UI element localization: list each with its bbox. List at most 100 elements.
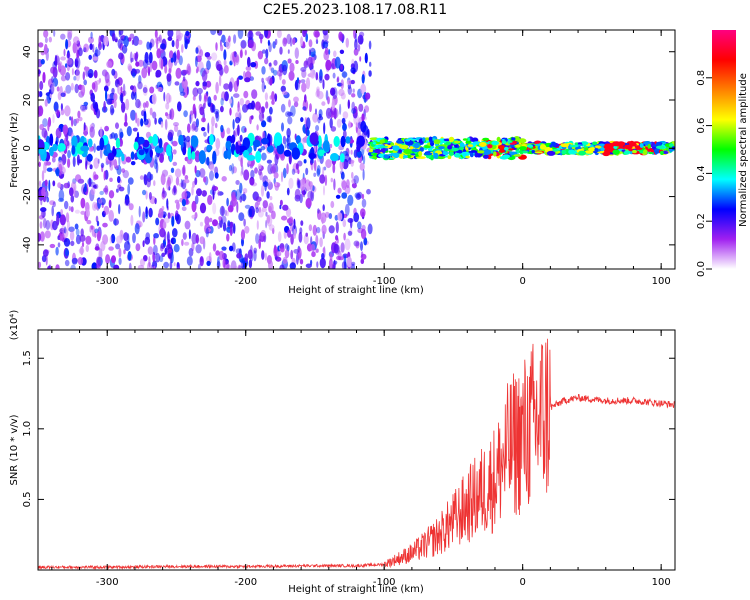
spectrogram-cell [151, 60, 158, 71]
spectrogram-cell [99, 190, 104, 196]
spectrogram-cell [60, 33, 66, 40]
spectrogram-cell [42, 71, 46, 84]
spectrogram-cell [347, 86, 352, 95]
spectrogram-cell [340, 135, 346, 148]
spectrogram-cell [48, 264, 52, 269]
spectrogram-cell [165, 102, 170, 110]
spectrogram-cell [255, 31, 262, 36]
spectrogram-cell [595, 145, 601, 149]
spectrogram-cell [118, 247, 122, 258]
spectrogram-cell [181, 78, 188, 90]
spectrogram-cell [189, 110, 194, 116]
spectrogram-cell [483, 154, 489, 159]
spectrogram-cell [297, 180, 301, 189]
spectrogram-cell [49, 133, 54, 146]
spectrogram-cell [134, 91, 137, 101]
colorbar-tick-label: 0.0 [696, 261, 707, 277]
spectrogram-cell [173, 237, 177, 244]
spectrogram-cell [164, 119, 168, 131]
spectrogram-cell [232, 166, 238, 174]
spectrogram-cell [293, 96, 299, 103]
spectrogram-cell [115, 243, 121, 250]
spectrogram-cell [300, 117, 304, 123]
spectrogram-cell [119, 94, 122, 102]
spectrogram-cell [149, 60, 152, 73]
spectrogram-cell [360, 241, 363, 252]
spectrogram-cell [281, 122, 284, 132]
spectrogram-cell [433, 152, 439, 159]
spectrogram-cell [574, 142, 579, 145]
spectrogram-cell [568, 149, 575, 155]
spectrogram-cell [239, 195, 243, 203]
spectrogram-cell [261, 77, 264, 83]
spectrogram-cell [276, 30, 282, 39]
spectrogram-cell [74, 209, 80, 214]
spectrogram-cell [257, 209, 264, 218]
spectrogram-cell [324, 211, 330, 218]
spectrogram-cell [83, 101, 89, 106]
spectrogram-cell [173, 122, 179, 127]
spectrogram-cell [75, 69, 81, 82]
spectrogram-cell [306, 129, 310, 137]
spectrogram-cell [174, 199, 180, 204]
spectrogram-cell [52, 114, 55, 124]
spectrogram-cell [501, 140, 507, 145]
spectrogram-cell [73, 36, 80, 45]
spectrogram-cell [123, 35, 129, 48]
spectrogram-cell [243, 70, 246, 80]
spectrogram-cell [79, 234, 86, 242]
spectrogram-cell [191, 200, 197, 213]
spectrogram-cell [55, 168, 60, 175]
spectrogram-cell [65, 72, 71, 81]
spectrogram-cell [322, 30, 328, 36]
spectrogram-cell [315, 248, 319, 253]
spectrogram-cell [313, 172, 317, 177]
spectrogram-cell [118, 186, 125, 192]
spectrogram-cell [113, 93, 118, 101]
spectrogram-cell [287, 116, 293, 125]
spectrogram-cell [123, 249, 126, 255]
spectrogram-cell [236, 253, 242, 259]
spectrogram-cell [92, 56, 99, 61]
spectrogram-cell [341, 117, 346, 125]
spectrogram-cell [269, 77, 273, 86]
spectrogram-cell [356, 122, 359, 128]
spectrogram-cell [309, 132, 319, 145]
spectrogram-cell [282, 135, 286, 145]
spectrogram-cell [250, 169, 255, 179]
spectrogram-cell [195, 118, 199, 128]
spectrogram-cell [56, 86, 60, 92]
spectrogram-cell [118, 52, 124, 60]
spectrogram-cell [324, 174, 328, 186]
spectrogram-cell [40, 58, 45, 65]
spectrogram-cell [330, 153, 339, 162]
spectrogram-cell [265, 48, 269, 59]
spectrogram-cell [493, 151, 497, 157]
spectrogram-cell [312, 112, 319, 123]
colorbar-tick-label: 0.8 [696, 70, 707, 86]
spectrogram-cell [142, 84, 148, 97]
spectrogram-cell [379, 145, 389, 148]
spectrogram-cell [58, 197, 65, 203]
spectrogram-cell [647, 143, 651, 149]
spectrogram-cell [52, 220, 58, 231]
spectrogram-cell [44, 37, 48, 44]
spectrogram-cell [240, 229, 246, 241]
spectrogram-cell [115, 122, 119, 129]
spectrogram-cell [359, 56, 362, 62]
spectrogram-cell [148, 207, 153, 218]
spectrogram-cell [221, 34, 226, 43]
spectrogram-cell [83, 122, 86, 131]
spectrogram-cell [256, 124, 259, 131]
spectrogram-cell [103, 170, 106, 181]
spectrogram-cell [340, 79, 344, 90]
spectrogram-cell [161, 193, 166, 200]
spectrogram-cell [193, 107, 197, 115]
spectrogram-cell [247, 102, 254, 110]
spectrogram-cell [280, 85, 286, 93]
spectrogram-cell [309, 103, 312, 113]
spectrogram-cell [49, 243, 56, 249]
spectrogram-cell [345, 136, 351, 144]
spectrogram-cell [47, 79, 53, 85]
spectrogram-cell [357, 221, 362, 230]
